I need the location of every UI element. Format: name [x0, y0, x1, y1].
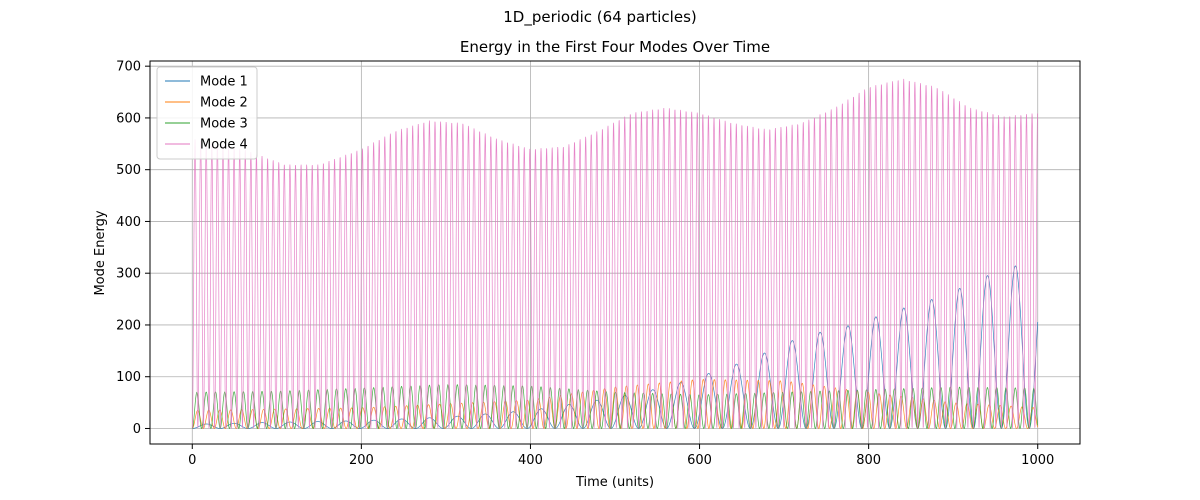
y-tick-label: 100	[116, 370, 141, 385]
legend: Mode 1 Mode 2 Mode 3 Mode 4	[156, 66, 258, 160]
y-axis-ticks: 0 100 200 300 400 500 600 700	[116, 60, 150, 437]
grid-lines	[150, 61, 1080, 444]
x-axis-ticks: 0 200 400 600 800 1000	[188, 444, 1054, 468]
legend-label: Mode 3	[200, 117, 248, 132]
y-tick-label: 700	[116, 60, 141, 75]
x-tick-label: 600	[687, 453, 712, 468]
legend-label: Mode 2	[200, 96, 248, 111]
y-tick-label: 0	[133, 422, 141, 437]
x-tick-label: 1000	[1021, 453, 1054, 468]
x-axis-label: Time (units)	[575, 475, 654, 490]
legend-box	[156, 66, 258, 160]
series-line-mode-3	[192, 384, 1039, 429]
legend-label: Mode 1	[200, 75, 248, 90]
series-lines	[191, 78, 1039, 429]
figure-suptitle: 1D_periodic (64 particles)	[503, 8, 697, 27]
x-tick-label: 800	[856, 453, 881, 468]
x-tick-label: 400	[518, 453, 543, 468]
plot-frame	[149, 60, 1081, 445]
series-line-mode-4	[191, 78, 1039, 429]
y-tick-label: 600	[116, 111, 141, 126]
series-line-mode-1	[192, 265, 1039, 429]
legend-label: Mode 4	[200, 138, 248, 153]
y-axis-label: Mode Energy	[93, 210, 108, 295]
y-tick-label: 400	[116, 215, 141, 230]
x-tick-label: 0	[188, 453, 196, 468]
y-tick-label: 300	[116, 267, 141, 282]
x-tick-label: 200	[349, 453, 374, 468]
chart-title: Energy in the First Four Modes Over Time	[460, 38, 770, 56]
y-tick-label: 200	[116, 318, 141, 333]
y-tick-label: 500	[116, 163, 141, 178]
